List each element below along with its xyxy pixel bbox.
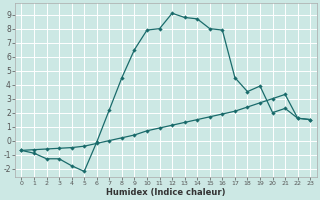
X-axis label: Humidex (Indice chaleur): Humidex (Indice chaleur) <box>106 188 226 197</box>
